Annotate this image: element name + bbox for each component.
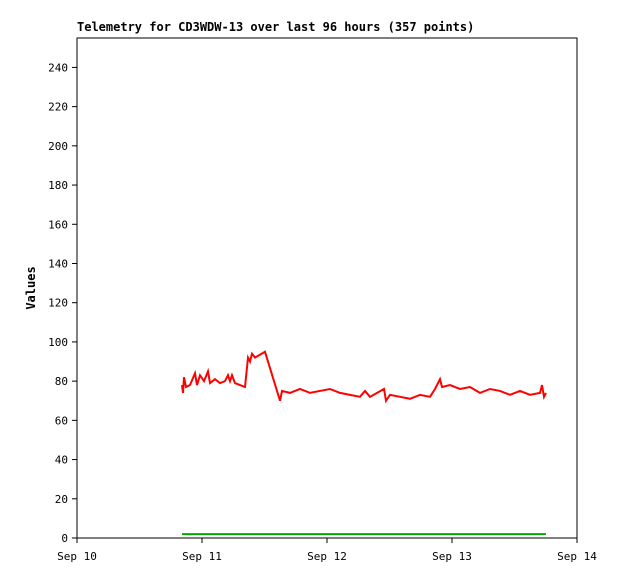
y-tick-label: 80 xyxy=(55,375,68,388)
y-tick-label: 180 xyxy=(48,179,68,192)
y-tick-label: 220 xyxy=(48,101,68,114)
y-tick-label: 20 xyxy=(55,493,68,506)
y-tick-label: 240 xyxy=(48,61,68,74)
chart-title: Telemetry for CD3WDW-13 over last 96 hou… xyxy=(77,20,474,34)
y-tick-label: 200 xyxy=(48,140,68,153)
y-tick-label: 40 xyxy=(55,454,68,467)
plot-frame xyxy=(76,37,578,539)
y-tick-label: 140 xyxy=(48,257,68,270)
series-line xyxy=(181,350,547,404)
y-axis-label: Values xyxy=(24,266,38,309)
x-tick-label: Sep 14 xyxy=(557,550,597,563)
y-tick-label: 120 xyxy=(48,297,68,310)
y-tick-label: 160 xyxy=(48,218,68,231)
x-tick-label: Sep 13 xyxy=(432,550,472,563)
x-tick-label: Sep 11 xyxy=(182,550,222,563)
y-tick-label: 0 xyxy=(61,532,68,545)
x-tick-label: Sep 10 xyxy=(57,550,97,563)
x-tick-label: Sep 12 xyxy=(307,550,347,563)
y-tick-label: 60 xyxy=(55,414,68,427)
y-tick-label: 100 xyxy=(48,336,68,349)
